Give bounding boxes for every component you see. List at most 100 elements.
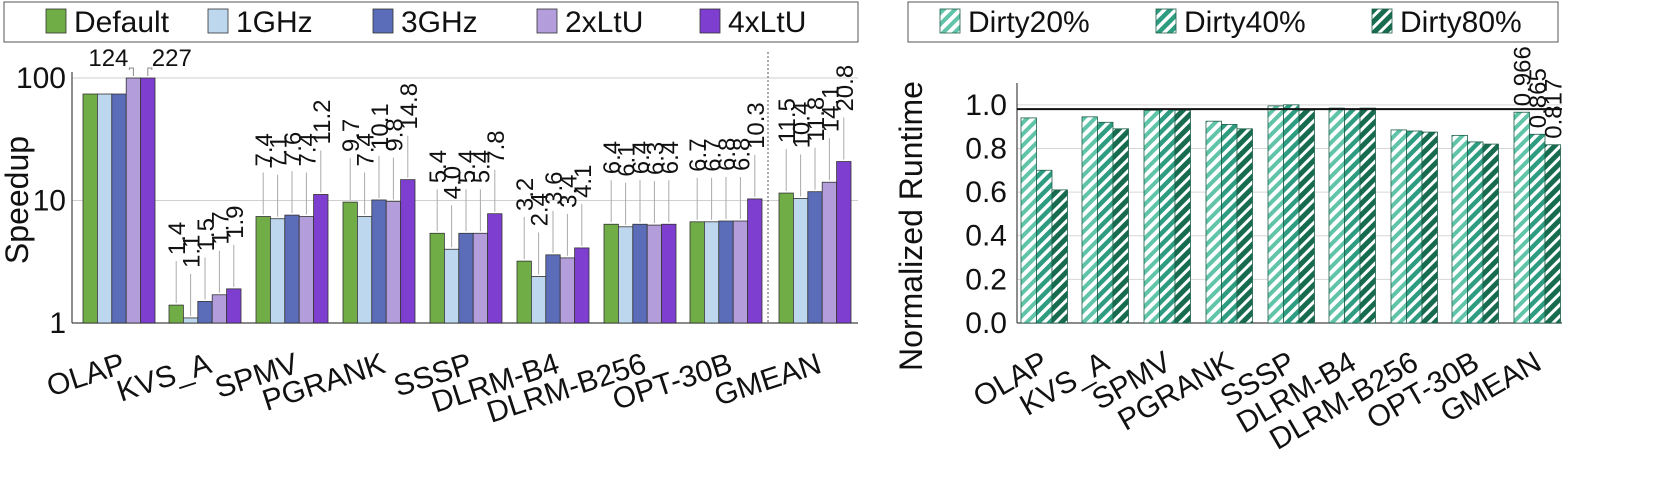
legend-swatch-default <box>45 8 67 34</box>
bar-4xltu <box>661 223 677 324</box>
data-label: 7.6 <box>280 132 307 165</box>
legend-label: 2xLtU <box>565 6 643 39</box>
data-label: 1.9 <box>222 205 249 238</box>
data-label: 7.8 <box>483 130 510 163</box>
bar-dirty40pct <box>1283 104 1300 324</box>
data-label: 3.4 <box>555 175 582 208</box>
bar-4xltu <box>226 288 242 324</box>
y-tick-label: 0.6 <box>965 176 1007 209</box>
bar-dirty80pct <box>1359 107 1376 324</box>
data-label: 7.4 <box>294 133 321 166</box>
bar-dirty80pct <box>1174 109 1191 324</box>
legend-label: 3GHz <box>401 6 478 39</box>
bar-default <box>689 221 705 324</box>
bar-dirty20pct <box>1513 111 1530 324</box>
bar-dirty80pct <box>1236 128 1253 324</box>
bar-1ghz <box>97 93 113 324</box>
bar-2xltu <box>472 232 489 324</box>
bar-default <box>342 201 358 324</box>
bar-3ghz <box>111 93 127 324</box>
data-label: 227 <box>152 45 192 72</box>
bar-1ghz <box>704 221 720 324</box>
bar-dirty20pct <box>1390 129 1407 324</box>
data-label: 3.6 <box>541 171 568 204</box>
bar-4xltu <box>313 194 329 324</box>
bar-3ghz <box>458 232 474 324</box>
overflow-bracket <box>147 67 153 76</box>
bar-4xltu <box>400 179 416 324</box>
data-label: 4.1 <box>570 165 597 198</box>
data-label: 10.3 <box>743 102 770 149</box>
legend-swatch-3ghz <box>372 8 394 34</box>
bar-default <box>778 192 794 324</box>
legend-label: Default <box>74 6 170 39</box>
y-tick-label: 0.8 <box>965 132 1007 165</box>
data-label: 9.8 <box>381 118 408 151</box>
legend-label: 4xLtU <box>728 6 806 39</box>
data-label: 5.4 <box>425 150 452 183</box>
speedup-chart: 110100SpeedupOLAP1.41.11.51.71.9KVS_A7.4… <box>0 1 859 430</box>
bar-4xltu <box>836 161 852 324</box>
legend: Dirty20% Dirty40% Dirty80% <box>907 1 1559 43</box>
bar-1ghz <box>618 226 634 324</box>
data-label: 11.5 <box>774 98 801 143</box>
data-label: 6.7 <box>700 138 727 171</box>
data-label: 9.7 <box>338 119 365 152</box>
y-axis-label: Normalized Runtime <box>893 81 929 371</box>
legend-swatch-dirty40pct <box>1155 8 1177 34</box>
bar-4xltu <box>487 213 503 324</box>
bar-2xltu <box>125 77 141 324</box>
bar-default <box>603 223 619 324</box>
y-tick-label: 100 <box>16 62 66 95</box>
legend: Default 1GHz 3GHz 2xLtU 4xLtU <box>3 1 859 43</box>
bar-1ghz <box>356 216 373 324</box>
bar-dirty20pct <box>1143 109 1160 324</box>
legend-swatch-4xltu <box>699 8 721 34</box>
data-label: 6.4 <box>599 141 626 174</box>
bar-dirty20pct <box>1020 117 1037 324</box>
bar-dirty40pct <box>1221 124 1238 324</box>
bar-dirty80pct <box>1051 189 1068 324</box>
y-axis-label: Speedup <box>0 136 35 264</box>
bar-dirty40pct <box>1467 141 1484 324</box>
bar-1ghz <box>531 276 547 324</box>
data-label: 6.8 <box>728 138 755 171</box>
data-label: 1.1 <box>179 235 206 268</box>
bar-dirty80pct <box>1544 144 1561 324</box>
bar-1ghz <box>443 248 460 324</box>
bar-2xltu <box>559 257 576 324</box>
bar-3ghz <box>807 191 823 324</box>
bar-2xltu <box>821 181 838 324</box>
data-label: 0.966 <box>1510 46 1537 106</box>
bar-3ghz <box>545 254 561 324</box>
data-label: 1.5 <box>193 218 220 251</box>
legend-label: Dirty20% <box>968 6 1090 39</box>
legend-swatch-2xltu <box>536 8 558 34</box>
overflow-bracket <box>128 67 134 76</box>
bar-1ghz <box>182 317 199 324</box>
bar-dirty80pct <box>1421 131 1438 324</box>
y-tick-label: 1.0 <box>965 89 1007 122</box>
legend-swatch-dirty20pct <box>939 8 961 34</box>
bar-dirty40pct <box>1344 108 1361 324</box>
bar-dirty40pct <box>1529 133 1546 324</box>
data-label: 7.4 <box>251 133 278 166</box>
data-label: 20.8 <box>832 65 859 112</box>
y-tick-label: 0.0 <box>965 307 1007 340</box>
y-tick-label: 10 <box>33 185 66 218</box>
data-label: 7.4 <box>353 133 380 166</box>
legend-swatch-dirty80pct <box>1371 8 1393 34</box>
bar-default <box>516 260 532 324</box>
legend-frame <box>907 1 1559 43</box>
data-label: 0.865 <box>1525 68 1552 128</box>
data-label: 6.3 <box>642 142 669 175</box>
data-label: 6.7 <box>685 138 712 171</box>
legend-label: Dirty40% <box>1184 6 1306 39</box>
y-tick-label: 1 <box>49 307 66 340</box>
bar-default <box>429 232 445 324</box>
y-tick-label: 0.4 <box>965 220 1007 253</box>
legend-label: Dirty80% <box>1400 6 1522 39</box>
bar-dirty40pct <box>1406 130 1423 324</box>
